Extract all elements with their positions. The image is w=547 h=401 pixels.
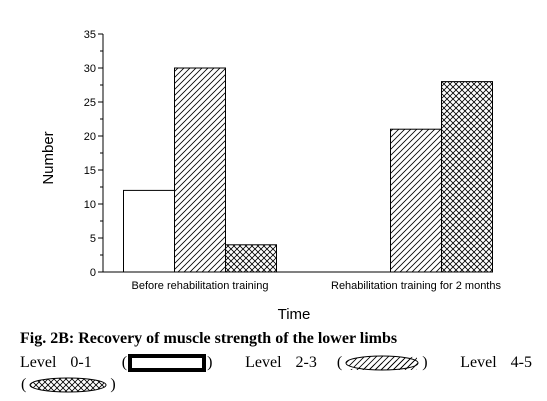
y-axis-title: Number [40, 131, 57, 184]
y-tick-label: 30 [84, 63, 96, 75]
bar-level-4-5-1 [441, 81, 493, 273]
bar-level-0-1-0 [123, 189, 175, 273]
close-paren: ) [207, 354, 213, 371]
figure-caption: Fig. 2B: Recovery of muscle strength of … [20, 330, 398, 347]
x-category-label: Rehabilitation training for 2 months [331, 280, 501, 292]
chart-axes: 0 5 10 15 20 25 30 35 Before rehabilitation trai… [84, 29, 502, 292]
legend-label: Level 2-3 [245, 354, 317, 371]
legend-swatch-plain [128, 354, 207, 372]
bar-level-2-3-1 [390, 128, 442, 273]
legend-label: Level 4-5 [460, 354, 532, 371]
open-paren: ( [336, 354, 343, 371]
legend-label: Level 0-1 [20, 354, 92, 371]
bar-level-4-5-0 [225, 244, 277, 273]
y-tick-label: 25 [84, 97, 96, 109]
open-paren: ( [121, 354, 128, 371]
y-tick-label: 5 [90, 233, 96, 245]
x-category-label: Before rehabilitation training [132, 280, 269, 292]
y-tick-label: 10 [84, 199, 96, 211]
legend-item-level-0-1: Level 0-1 ( ) [20, 352, 213, 374]
legend-swatch-crosshatch [29, 377, 107, 393]
legend-item-level-4-5-label: Level 4-5 [460, 352, 532, 374]
y-tick-label: 20 [84, 131, 96, 143]
y-tick-label: 35 [84, 29, 96, 41]
open-paren: ( [21, 376, 27, 393]
legend-row: Level 0-1 ( ) Level 2-3 ( ) Level 4-5 [20, 352, 532, 374]
legend-item-level-2-3: Level 2-3 ( ) [245, 352, 428, 374]
close-paren: ) [422, 354, 428, 371]
bar-chart: 0 5 10 15 20 25 30 35 Before rehabilitation trai… [40, 29, 502, 323]
legend: Level 0-1 ( ) Level 2-3 ( ) Level 4-5 ( [20, 352, 532, 396]
legend-item-level-4-5-swatch: ( ) [20, 374, 117, 396]
legend-swatch-diagonal [345, 355, 419, 371]
chart-bars [123, 67, 493, 273]
close-paren: ) [110, 376, 116, 393]
bar-level-2-3-0 [174, 67, 226, 273]
y-tick-label: 15 [84, 165, 96, 177]
x-axis-title: Time [278, 306, 311, 323]
legend-row-2: ( ) [20, 374, 532, 396]
y-tick-label: 0 [90, 267, 96, 279]
